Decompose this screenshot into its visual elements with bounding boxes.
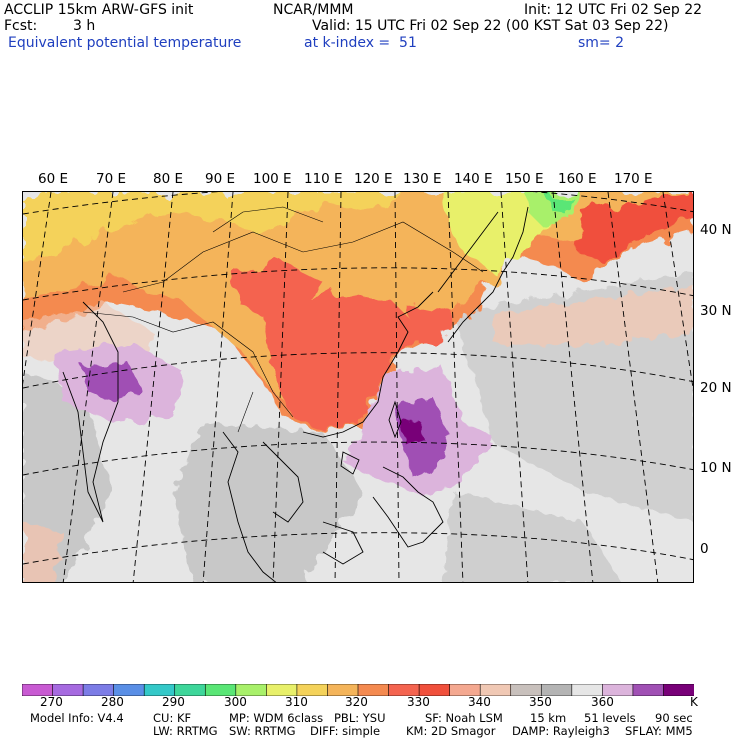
vertical-level: at k-index = 51 [304, 35, 417, 51]
model-info-item: MP: WDM 6class [229, 711, 324, 725]
colorbar-label: 280 [101, 695, 124, 709]
org-label: NCAR/MMM [273, 2, 354, 18]
lat-label: 20 N [700, 380, 732, 396]
model-info-item: PBL: YSU [334, 711, 386, 725]
smoothing-value: sm= 2 [578, 35, 625, 51]
colorbar [21, 681, 695, 697]
lat-label: 30 N [700, 303, 732, 319]
lon-label: 160 E [558, 171, 597, 187]
model-info-item: 15 km [530, 711, 567, 725]
colorbar-label: 330 [407, 695, 430, 709]
lon-label: 90 E [205, 171, 235, 187]
model-info-item: SFLAY: MM5 [625, 724, 693, 738]
lon-label: 120 E [354, 171, 393, 187]
colorbar-label: 320 [345, 695, 368, 709]
equivalent-potential-temperature-map [22, 191, 694, 583]
colorbar-label: 270 [40, 695, 63, 709]
model-info-item: SF: Noah LSM [425, 711, 503, 725]
lon-label: 60 E [38, 171, 68, 187]
lon-label: 80 E [153, 171, 183, 187]
lon-label: 170 E [614, 171, 653, 187]
colorbar-label: 340 [468, 695, 491, 709]
model-info-item: LW: RRTMG [153, 724, 218, 738]
field-name: Equivalent potential temperature [8, 35, 242, 51]
lon-label: 140 E [454, 171, 493, 187]
valid-time: Valid: 15 UTC Fri 02 Sep 22 (00 KST Sat … [312, 18, 669, 34]
lat-label: 0 [700, 541, 709, 557]
high-theta-e-field [53, 342, 493, 497]
colorbar-label: 360 [591, 695, 614, 709]
lon-label: 70 E [96, 171, 126, 187]
coastlines [62, 206, 529, 582]
model-info-item: Model Info: V4.4 [30, 711, 124, 725]
model-title: ACCLIP 15km ARW-GFS init [4, 2, 194, 18]
typhoon-core [401, 420, 425, 446]
forecast-label: Fcst: [4, 18, 38, 34]
colorbar-swatch [632, 683, 665, 697]
model-info-item: CU: KF [153, 711, 192, 725]
colorbar-label: 300 [224, 695, 247, 709]
model-info-item: 90 sec [655, 711, 693, 725]
model-info-item: DAMP: Rayleigh3 [512, 724, 610, 738]
lon-label: 110 E [304, 171, 343, 187]
lat-label: 40 N [700, 222, 732, 238]
forecast-hours: 3 h [73, 18, 96, 34]
model-info-item: KM: 2D Smagor [406, 724, 496, 738]
colorbar-unit: K [690, 695, 698, 709]
init-time: Init: 12 UTC Fri 02 Sep 22 [524, 2, 703, 18]
colorbar-label: 350 [529, 695, 552, 709]
red-core-field [233, 262, 453, 430]
lon-label: 150 E [505, 171, 544, 187]
lon-label: 100 E [253, 171, 292, 187]
graticule [23, 192, 693, 582]
country-borders [82, 206, 484, 433]
map-canvas [23, 192, 693, 582]
model-info-item: DIFF: simple [310, 724, 381, 738]
model-info-item: 51 levels [584, 711, 636, 725]
lon-label: 130 E [403, 171, 442, 187]
colorbar-label: 290 [162, 695, 185, 709]
model-info-item: SW: RRTMG [229, 724, 296, 738]
colorbar-label: 310 [285, 695, 308, 709]
lat-label: 10 N [700, 460, 732, 476]
